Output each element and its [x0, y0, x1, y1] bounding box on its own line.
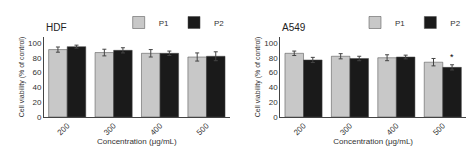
svg-text:200: 200 — [292, 121, 308, 137]
svg-text:Cell viability (% of control): Cell viability (% of control) — [254, 37, 262, 118]
svg-text:300: 300 — [338, 121, 354, 137]
svg-text:Cell viability (% of control): Cell viability (% of control) — [18, 37, 26, 118]
svg-text:400: 400 — [385, 121, 401, 137]
svg-text:0: 0 — [273, 113, 278, 122]
svg-text:80: 80 — [32, 54, 41, 63]
svg-text:200: 200 — [56, 121, 72, 137]
svg-text:500: 500 — [195, 121, 211, 137]
svg-text:80: 80 — [269, 54, 278, 63]
svg-text:20: 20 — [269, 98, 278, 107]
svg-text:20: 20 — [32, 98, 41, 107]
svg-text:Concentration (μg/mL): Concentration (μg/mL) — [97, 137, 177, 146]
svg-text:40: 40 — [32, 83, 41, 92]
svg-text:Concentration (μg/mL): Concentration (μg/mL) — [333, 137, 413, 146]
svg-text:300: 300 — [102, 121, 118, 137]
svg-text:P2: P2 — [214, 19, 224, 28]
svg-text:500: 500 — [431, 121, 447, 137]
svg-text:60: 60 — [269, 68, 278, 77]
svg-text:60: 60 — [32, 68, 41, 77]
svg-text:100: 100 — [28, 39, 42, 48]
svg-text:HDF: HDF — [46, 22, 67, 33]
svg-text:100: 100 — [264, 39, 278, 48]
svg-text:400: 400 — [148, 121, 164, 137]
svg-text:P1: P1 — [159, 19, 169, 28]
svg-text:P1: P1 — [395, 19, 405, 28]
svg-text:0: 0 — [37, 113, 42, 122]
svg-text:*: * — [450, 52, 454, 62]
svg-text:40: 40 — [269, 83, 278, 92]
svg-text:A549: A549 — [282, 22, 306, 33]
svg-text:P2: P2 — [450, 19, 460, 28]
